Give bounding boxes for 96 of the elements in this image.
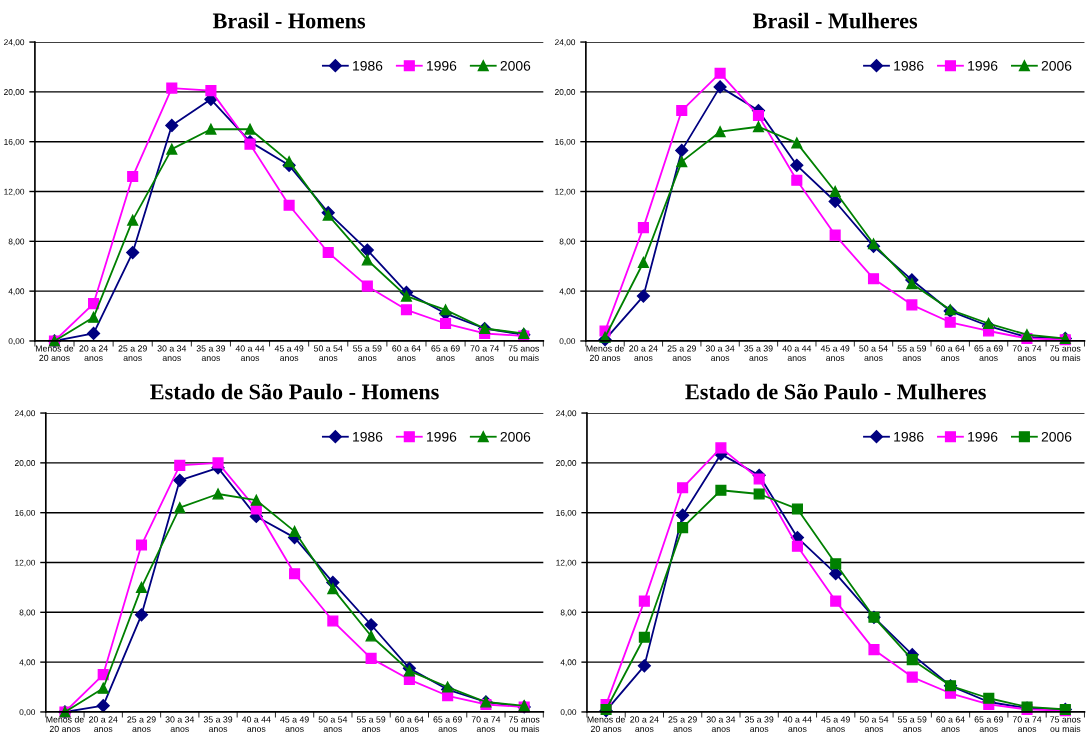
y-tick-label: 24,00	[14, 410, 36, 418]
chart-title: Brasil - Mulheres	[753, 12, 918, 29]
y-tick-label: 8,00	[559, 238, 576, 246]
x-tick-label: 50 a 54 anos	[859, 345, 888, 361]
x-tick-label: 40 a 44 anos	[235, 345, 265, 361]
x-tick-label: 70 a 74 anos	[1012, 716, 1042, 732]
y-tick-label: 12,00	[556, 559, 577, 567]
x-tick-label: 75 anos ou mais	[1050, 345, 1081, 361]
x-tick-label: 30 a 34 anos	[157, 345, 187, 361]
x-tick-label: 20 a 24 anos	[629, 345, 658, 361]
x-tick-label: 45 a 49 anos	[821, 716, 850, 732]
x-tick-label: 70 a 74 anos	[1012, 345, 1042, 361]
x-tick-label: 35 a 39 anos	[196, 345, 226, 361]
x-tick-label: 70 a 74 anos	[471, 716, 501, 732]
x-tick-label: 30 a 34 anos	[706, 716, 736, 732]
x-tick-label: 65 a 69 anos	[974, 716, 1003, 732]
x-tick-label: 20 a 24 anos	[630, 716, 659, 732]
chart-title: Estado de São Paulo - Mulheres	[685, 383, 986, 400]
x-tick-label: 65 a 69 anos	[431, 345, 460, 361]
x-tick-label: 40 a 44 anos	[782, 345, 812, 361]
x-tick-label: 25 a 29 anos	[118, 345, 147, 361]
y-tick-label: 0,00	[8, 338, 25, 346]
x-tick-label: 35 a 39 anos	[744, 345, 773, 361]
y-tick-label: 4,00	[560, 659, 577, 667]
x-tick-label: 65 a 69 anos	[433, 716, 462, 732]
x-tick-label: 55 a 59 anos	[898, 716, 927, 732]
y-tick-label: 24,00	[555, 39, 576, 47]
y-tick-label: 12,00	[15, 559, 36, 567]
y-tick-label: 24,00	[4, 39, 25, 47]
y-tick-label: 12,00	[4, 188, 25, 196]
y-tick-label: 8,00	[560, 609, 577, 617]
x-tick-label: 50 a 54 anos	[318, 716, 348, 732]
legend-label: 1986	[353, 431, 383, 442]
x-tick-label: 45 a 49 anos	[280, 716, 309, 732]
y-tick-label: 16,00	[4, 138, 25, 146]
x-tick-label: Menos de 20 anos	[586, 345, 624, 361]
y-tick-label: 16,00	[555, 138, 576, 146]
x-tick-label: Menos de 20 anos	[35, 345, 74, 361]
x-tick-label: 45 a 49 anos	[820, 345, 850, 361]
legend-label: 1996	[427, 431, 457, 442]
x-tick-label: 35 a 39 anos	[744, 716, 774, 732]
x-tick-label: 60 a 64 anos	[936, 345, 965, 361]
y-tick-label: 20,00	[555, 89, 576, 96]
legend-label: 1996	[968, 431, 998, 442]
legend-label: 2006	[500, 60, 531, 71]
y-tick-label: 8,00	[8, 238, 25, 246]
y-tick-label: 4,00	[559, 288, 576, 296]
x-tick-label: 40 a 44 anos	[783, 716, 812, 732]
x-tick-label: 55 a 59 anos	[356, 716, 386, 732]
chart-title: Brasil - Homens	[212, 12, 366, 29]
y-tick-label: 20,00	[14, 460, 36, 467]
x-tick-label: 60 a 64 anos	[395, 716, 424, 732]
y-tick-label: 16,00	[15, 509, 36, 517]
legend-label: 1986	[353, 60, 383, 71]
x-tick-label: 65 a 69 anos	[974, 345, 1003, 361]
legend-label: 2006	[500, 431, 531, 442]
x-tick-label: 25 a 29 anos	[667, 345, 696, 361]
x-tick-label: Menos de 20 anos	[46, 716, 84, 732]
y-tick-label: 24,00	[556, 410, 577, 418]
legend-label: 2006	[1041, 431, 1072, 442]
x-tick-label: 25 a 29 anos	[668, 716, 697, 732]
legend-label: 1996	[427, 60, 457, 71]
chart-title: Estado de São Paulo - Homens	[150, 383, 439, 400]
y-tick-label: 0,00	[559, 338, 576, 346]
y-tick-label: 0,00	[560, 709, 577, 717]
x-tick-label: 40 a 44 anos	[241, 716, 271, 732]
y-tick-label: 8,00	[19, 609, 36, 617]
y-tick-label: 20,00	[556, 460, 577, 467]
legend-label: 1996	[968, 60, 998, 71]
legend-label: 1986	[894, 431, 924, 442]
x-tick-label: 30 a 34 anos	[165, 716, 195, 732]
x-tick-label: 20 a 24 anos	[89, 716, 118, 732]
x-tick-label: 30 a 34 anos	[705, 345, 735, 361]
x-tick-label: 25 a 29 anos	[127, 716, 156, 732]
x-tick-label: 75 anos ou mais	[1050, 716, 1081, 732]
x-tick-label: 55 a 59 anos	[353, 345, 382, 361]
x-tick-label: 45 a 49 anos	[274, 345, 304, 361]
x-tick-label: 35 a 39 anos	[203, 716, 233, 732]
y-tick-label: 4,00	[8, 288, 25, 296]
x-tick-label: 70 a 74 anos	[470, 345, 499, 361]
x-tick-label: 20 a 24 anos	[79, 345, 108, 361]
y-tick-label: 4,00	[19, 659, 36, 667]
legend-label: 1986	[894, 60, 924, 71]
x-tick-label: 50 a 54 anos	[313, 345, 343, 361]
x-tick-label: 75 anos ou mais	[508, 345, 540, 361]
x-tick-label: 55 a 59 anos	[897, 345, 927, 361]
x-tick-label: 60 a 64 anos	[936, 716, 965, 732]
y-tick-label: 12,00	[555, 188, 576, 196]
x-tick-label: Menos de 20 anos	[587, 716, 625, 732]
y-tick-label: 16,00	[556, 509, 577, 517]
x-tick-label: 60 a 64 anos	[392, 345, 421, 361]
y-tick-label: 0,00	[19, 709, 36, 717]
x-tick-label: 75 anos ou mais	[509, 716, 540, 732]
x-tick-label: 50 a 54 anos	[859, 716, 889, 732]
y-tick-label: 20,00	[4, 89, 25, 96]
legend-label: 2006	[1041, 60, 1072, 71]
